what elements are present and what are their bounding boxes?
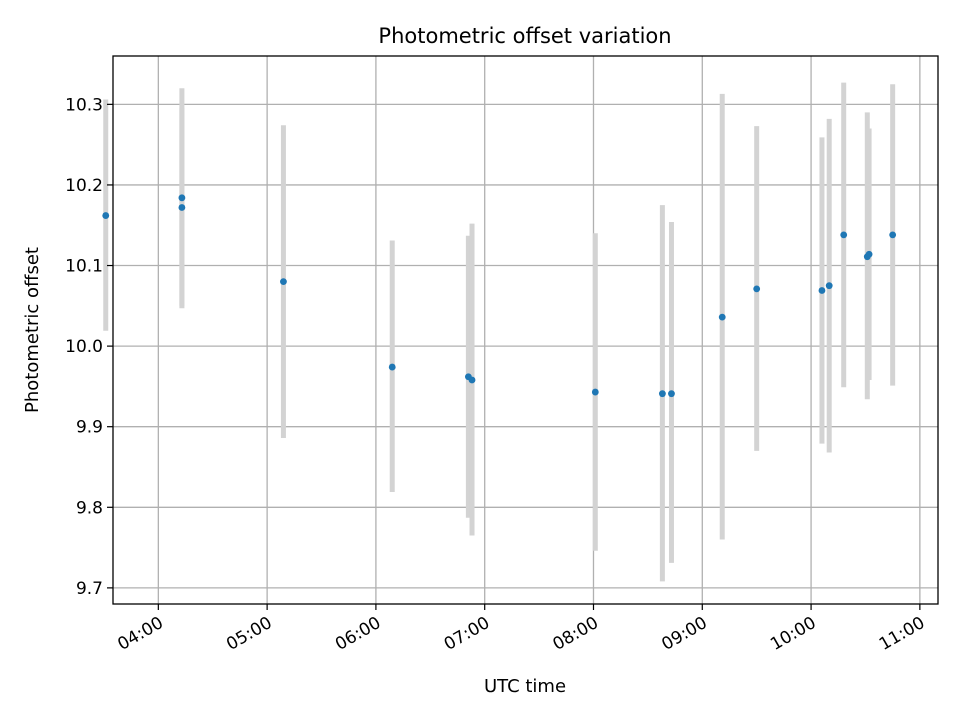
y-tick-label: 10.2 xyxy=(65,176,103,196)
data-point xyxy=(388,363,396,371)
chart-title: Photometric offset variation xyxy=(378,24,671,48)
y-tick-label: 10.1 xyxy=(65,257,103,277)
y-tick-label: 9.7 xyxy=(76,579,103,599)
data-point xyxy=(753,285,761,293)
data-point xyxy=(178,194,186,202)
x-axis-label: UTC time xyxy=(484,676,566,697)
plot-frame xyxy=(112,55,939,605)
data-point xyxy=(280,278,287,286)
y-axis-ticks: 9.7 9.8 9.9 10.0 10.1 10.2 10.3 xyxy=(65,95,113,599)
data-point xyxy=(668,390,675,398)
data-point xyxy=(178,204,186,211)
data-point xyxy=(102,212,110,219)
y-axis-label: Photometric offset xyxy=(22,247,43,413)
y-tick-label: 9.9 xyxy=(76,418,103,438)
data-point xyxy=(468,376,476,384)
data-point xyxy=(718,313,726,321)
data-points xyxy=(102,194,897,398)
data-point xyxy=(591,388,599,396)
y-tick-label: 9.8 xyxy=(76,498,103,518)
y-tick-label: 10.0 xyxy=(65,337,103,357)
y-tick-label: 10.3 xyxy=(65,95,103,115)
data-point xyxy=(865,250,873,258)
data-point xyxy=(658,390,666,398)
data-point xyxy=(818,287,826,294)
data-point xyxy=(889,231,897,239)
data-point xyxy=(825,282,833,290)
data-point xyxy=(840,231,848,239)
